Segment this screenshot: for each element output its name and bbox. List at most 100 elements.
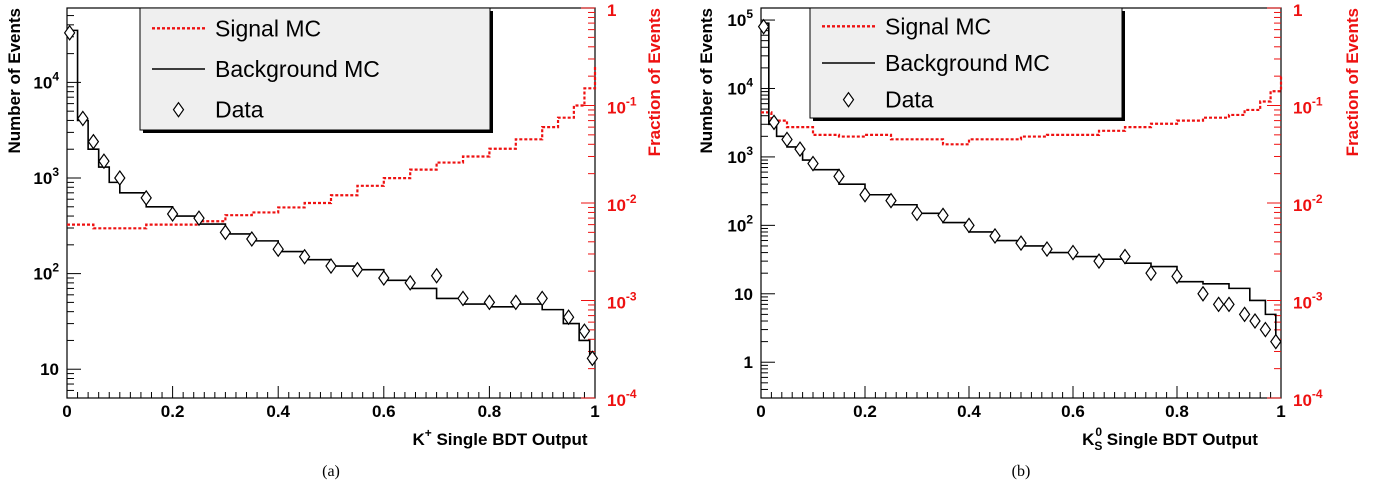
data-point bbox=[578, 323, 591, 340]
data-point bbox=[1093, 253, 1105, 270]
data-point bbox=[98, 153, 110, 170]
legend: Signal MC Background MC Data bbox=[809, 7, 1125, 121]
data-point bbox=[807, 155, 819, 172]
data-point bbox=[937, 207, 949, 224]
data-point bbox=[757, 18, 770, 35]
x-tick-label: 1 bbox=[590, 402, 599, 421]
y-right-tick-label: 10-4 bbox=[607, 387, 637, 410]
y-right-tick-label: 1 bbox=[607, 1, 616, 20]
x-tick-label: 0.4 bbox=[957, 402, 981, 421]
y-left-tick-label: 10 bbox=[40, 360, 59, 379]
legend-entry-label: Background MC bbox=[215, 56, 380, 82]
data-point bbox=[193, 210, 205, 227]
legend-data-swatch bbox=[842, 91, 855, 108]
y-right-tick-label: 10-3 bbox=[607, 290, 637, 313]
x-tick-label: 0.4 bbox=[266, 402, 290, 421]
data-point bbox=[1067, 244, 1079, 261]
data-point bbox=[166, 205, 179, 223]
y-left-tick-label: 102 bbox=[33, 261, 59, 284]
data-point bbox=[768, 114, 780, 131]
data-point bbox=[781, 131, 793, 148]
legend: Signal MC Background MC Data bbox=[139, 7, 493, 133]
legend-entry-label: Data bbox=[215, 97, 264, 123]
chart-panel-a: 0 0.2 0.4 0.6 0.8 1 10 102 103 104 10-4 10-3 10-2 10-… bbox=[5, 1, 664, 480]
y-left-tick-label: 102 bbox=[727, 212, 753, 235]
data-point bbox=[794, 141, 806, 158]
data-point bbox=[298, 248, 311, 265]
data-point bbox=[1119, 248, 1131, 265]
y-right-axis-title: Fraction of Events bbox=[1343, 8, 1362, 156]
data-point bbox=[510, 294, 522, 311]
y-left-tick-label: 103 bbox=[727, 144, 753, 167]
data-point bbox=[114, 169, 126, 187]
signal-mc-series bbox=[761, 76, 1283, 146]
data-point bbox=[536, 290, 548, 307]
y-right-tick-label: 10-1 bbox=[607, 95, 637, 118]
data-point bbox=[219, 224, 232, 241]
data-point bbox=[859, 186, 871, 203]
chart-panel-b: 0 0.2 0.4 0.6 0.8 1 1 10 102 103 104 105 10-4 10-3 10-… bbox=[697, 1, 1362, 480]
x-tick-label: 0.2 bbox=[161, 402, 185, 421]
x-tick-label: 0.2 bbox=[853, 402, 877, 421]
x-tick-label: 0.8 bbox=[478, 402, 502, 421]
panel-caption: (a) bbox=[322, 463, 340, 480]
data-point bbox=[1015, 235, 1027, 252]
data-point bbox=[63, 24, 76, 41]
data-point bbox=[325, 258, 337, 275]
x-axis-title: KS0 Single BDT Output bbox=[1082, 425, 1258, 453]
y-right-tick-label: 10-2 bbox=[607, 192, 637, 215]
y-right-tick-label: 10-1 bbox=[1293, 95, 1323, 118]
data-point bbox=[1259, 321, 1272, 338]
data-point bbox=[1171, 268, 1183, 285]
y-left-axis-title: Number of Events bbox=[697, 8, 716, 153]
y-left-axis-title: Number of Events bbox=[5, 8, 24, 153]
data-point bbox=[1270, 333, 1282, 350]
data-point bbox=[457, 290, 469, 307]
x-axis-title: K+ Single BDT Output bbox=[412, 426, 587, 449]
y-right-tick-label: 10-2 bbox=[1293, 192, 1323, 215]
legend-entry-label: Background MC bbox=[885, 50, 1050, 76]
panel-caption: (b) bbox=[1012, 463, 1031, 480]
x-tick-label: 1 bbox=[1276, 402, 1285, 421]
data-point bbox=[911, 205, 923, 222]
data-point bbox=[404, 274, 416, 291]
data-point bbox=[1212, 296, 1225, 313]
data-point bbox=[1041, 241, 1053, 258]
x-tick-label: 0.6 bbox=[372, 402, 396, 421]
y-left-tick-label: 104 bbox=[33, 69, 59, 92]
legend-entry-label: Signal MC bbox=[885, 13, 991, 39]
y-right-tick-label: 10-4 bbox=[1293, 387, 1323, 410]
data-point bbox=[562, 309, 575, 326]
data-point bbox=[351, 261, 364, 278]
data-point bbox=[586, 350, 599, 367]
data-point bbox=[272, 241, 284, 258]
data-point bbox=[885, 192, 897, 209]
x-tick-label: 0 bbox=[62, 402, 71, 421]
data-point bbox=[483, 294, 496, 311]
y-right-tick-label: 1 bbox=[1293, 1, 1302, 20]
data-point bbox=[1145, 265, 1157, 282]
data-point bbox=[1197, 285, 1209, 302]
y-right-axis-title: Fraction of Events bbox=[645, 8, 664, 156]
y-right-tick-label: 10-3 bbox=[1293, 290, 1323, 313]
legend-data-swatch bbox=[172, 101, 185, 118]
data-point bbox=[963, 217, 975, 234]
data-point bbox=[989, 227, 1001, 244]
y-left-tick-label: 104 bbox=[727, 75, 753, 98]
data-point bbox=[1223, 296, 1235, 313]
signal-mc-series bbox=[67, 66, 597, 230]
y-left-tick-label: 105 bbox=[727, 7, 753, 30]
data-point bbox=[430, 267, 443, 284]
data-point bbox=[246, 230, 258, 248]
legend-entry-label: Signal MC bbox=[215, 15, 321, 41]
x-tick-label: 0.8 bbox=[1165, 402, 1189, 421]
background-mc-series bbox=[761, 22, 1281, 343]
data-point bbox=[1238, 306, 1251, 323]
y-left-tick-label: 103 bbox=[33, 165, 59, 188]
data-series bbox=[63, 24, 599, 367]
data-point bbox=[833, 168, 845, 185]
y-left-tick-label: 1 bbox=[744, 353, 753, 372]
background-mc-series bbox=[67, 29, 595, 363]
data-point bbox=[378, 269, 390, 287]
